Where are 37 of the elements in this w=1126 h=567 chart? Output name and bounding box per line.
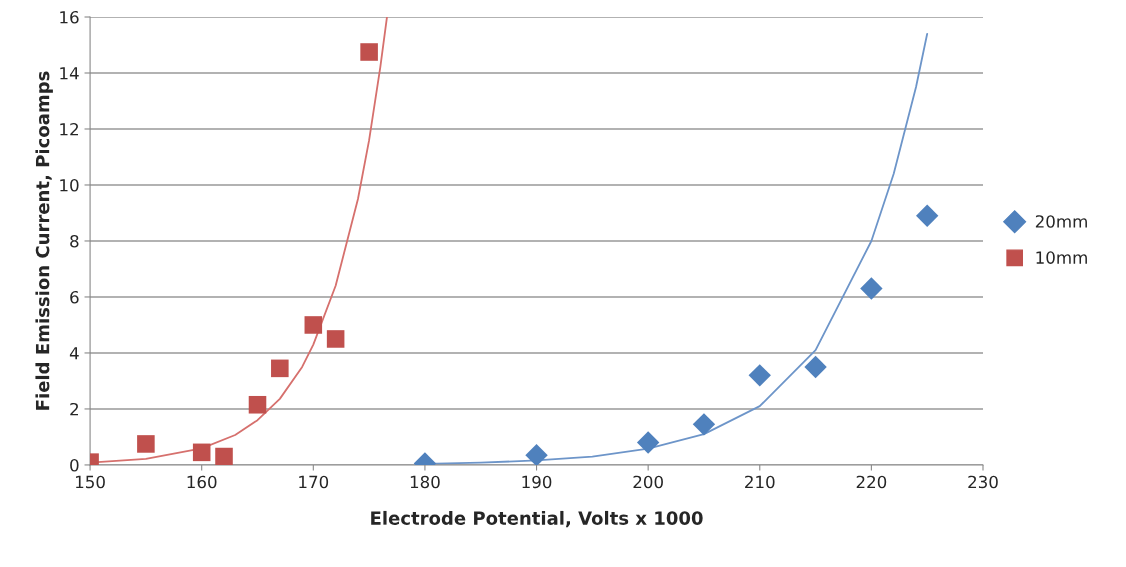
y-axis-title: Field Emission Current, Picoamps	[35, 71, 53, 410]
y-tick-label: 0	[70, 458, 79, 472]
point	[748, 364, 771, 387]
x-tick-label: 210	[745, 475, 775, 489]
legend-label: 10mm	[1036, 251, 1087, 264]
point	[692, 413, 716, 436]
x-tick-label: 220	[856, 475, 887, 489]
point	[248, 395, 267, 414]
point	[192, 443, 211, 462]
y-tick-label: 12	[60, 122, 78, 136]
point	[636, 431, 660, 454]
x-tick-label: 150	[76, 475, 105, 489]
point	[137, 435, 155, 453]
x-tick-label: 180	[410, 475, 440, 489]
point	[271, 359, 289, 378]
y-tick-label: 8	[70, 234, 79, 248]
point	[525, 443, 548, 465]
legend-label: 20mm	[1035, 215, 1087, 228]
y-tick-label: 6	[70, 290, 79, 304]
x-tick-label: 190	[522, 475, 552, 489]
y-tick-label: 14	[60, 67, 79, 80]
point	[360, 43, 378, 61]
y-tick-label: 4	[69, 347, 79, 360]
x-tick-label: 230	[968, 475, 998, 489]
point	[860, 277, 883, 300]
point	[804, 355, 827, 379]
point	[915, 204, 939, 227]
y-tick-label: 2	[70, 402, 78, 416]
x-tick-label: 170	[299, 475, 329, 489]
y-tick-label: 16	[60, 10, 79, 24]
point	[304, 316, 323, 334]
x-axis-title: Electrode Potential, Volts x 1000	[371, 510, 703, 528]
point	[326, 330, 345, 348]
x-tick-label: 200	[633, 475, 663, 489]
y-tick-label: 10	[60, 178, 79, 192]
point	[215, 447, 233, 465]
x-tick-label: 160	[187, 475, 217, 489]
